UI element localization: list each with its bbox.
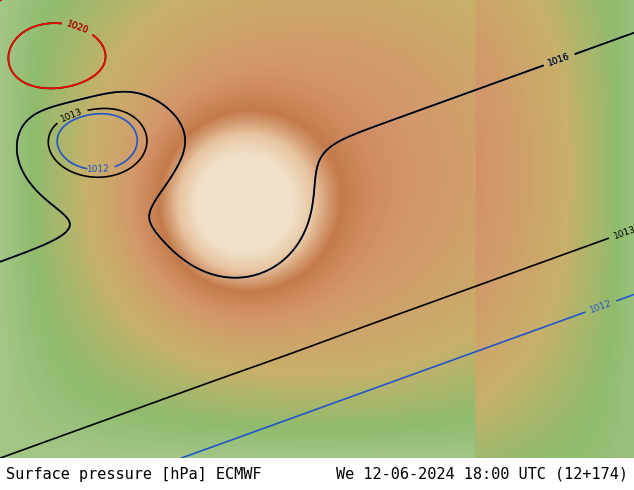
Text: 1012: 1012 <box>589 298 613 315</box>
Text: 1013: 1013 <box>60 106 84 123</box>
Text: We 12-06-2024 18:00 UTC (12+174): We 12-06-2024 18:00 UTC (12+174) <box>335 466 628 482</box>
Text: 1012: 1012 <box>87 165 110 174</box>
Text: Surface pressure [hPa] ECMWF: Surface pressure [hPa] ECMWF <box>6 466 262 482</box>
Text: 1016: 1016 <box>547 51 571 68</box>
Text: 1013: 1013 <box>612 224 634 241</box>
Text: 1020: 1020 <box>65 19 90 35</box>
Text: 1016: 1016 <box>547 51 571 68</box>
Text: 1020: 1020 <box>65 19 90 35</box>
